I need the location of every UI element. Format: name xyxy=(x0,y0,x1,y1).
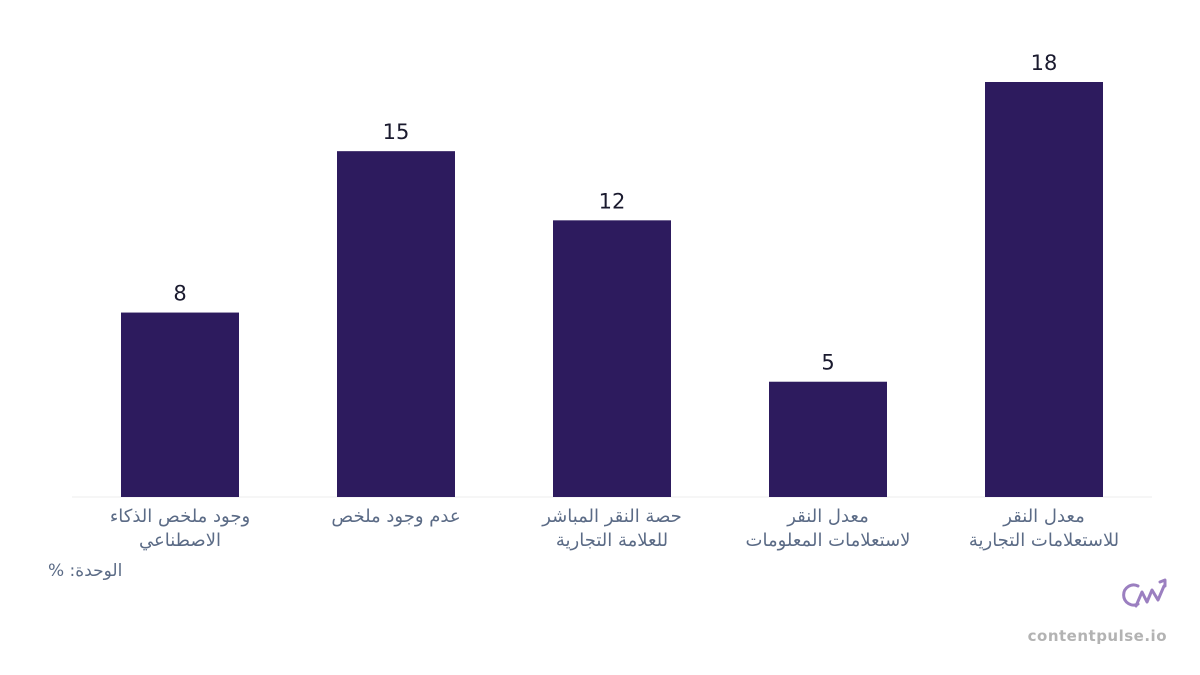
value-label: 18 xyxy=(1031,51,1058,75)
x-tick-label: وجود ملخص الذكاء الاصطناعي xyxy=(109,506,251,551)
unit-note: الوحدة: % xyxy=(48,561,123,581)
x-tick-label: معدل النقر لاستعلامات المعلومات xyxy=(745,506,911,551)
watermark: contentpulse.io xyxy=(1027,627,1167,645)
value-label: 5 xyxy=(821,351,834,375)
value-label: 15 xyxy=(383,120,410,144)
bar xyxy=(553,220,671,498)
value-label: 8 xyxy=(173,282,186,306)
bar xyxy=(769,381,887,497)
bar xyxy=(121,312,239,497)
x-tick-label: عدم وجود ملخص xyxy=(331,506,461,527)
x-tick-label: معدل النقر للاستعلامات التجارية xyxy=(968,506,1120,551)
x-tick-label: حصة النقر المباشر للعلامة التجارية xyxy=(542,506,682,551)
bar xyxy=(337,151,455,497)
bar xyxy=(985,82,1103,497)
value-label: 12 xyxy=(599,189,626,213)
logo xyxy=(1122,578,1167,608)
